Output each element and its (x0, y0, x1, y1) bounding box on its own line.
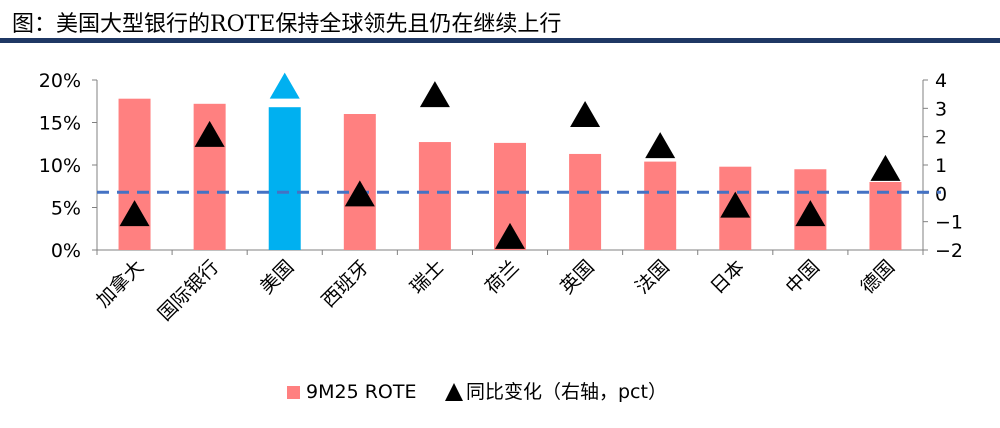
triangle-marker (720, 191, 751, 218)
title-rule (0, 38, 1000, 43)
left-tick-label: 20% (39, 70, 81, 92)
bar (644, 161, 677, 250)
triangle-marker (795, 200, 826, 227)
left-tick-label: 0% (51, 240, 81, 262)
bar (268, 107, 301, 250)
category-label: 美国 (256, 256, 298, 298)
bar (569, 153, 602, 250)
triangle-marker (419, 81, 450, 108)
bar (118, 98, 151, 250)
right-tick-label: −2 (935, 240, 963, 262)
category-label: 日本 (706, 256, 748, 298)
triangle-marker (194, 120, 225, 147)
triangle-marker (269, 72, 300, 99)
bar (418, 142, 451, 250)
category-label: 西班牙 (317, 256, 373, 312)
triangle-marker (870, 154, 901, 181)
category-label: 加拿大 (92, 255, 149, 312)
right-tick-label: −1 (935, 212, 963, 234)
triangle-marker (645, 132, 676, 159)
category-label: 英国 (556, 256, 598, 298)
triangle-marker (119, 200, 150, 227)
legend-triangle-swatch (445, 383, 463, 401)
category-label: 法国 (631, 256, 673, 298)
legend-bar-swatch (287, 386, 300, 399)
right-tick-label: 4 (935, 70, 947, 92)
legend-bar-label: 9M25 ROTE (306, 381, 416, 403)
category-label: 德国 (857, 256, 899, 298)
right-tick-label: 1 (935, 155, 947, 177)
chart-title: 图：美国大型银行的ROTE保持全球领先且仍在继续上行 (12, 12, 562, 37)
category-label: 瑞士 (406, 256, 448, 298)
left-tick-label: 10% (39, 155, 81, 177)
triangle-marker (570, 101, 601, 127)
triangle-marker (344, 180, 375, 207)
triangle-marker (495, 222, 525, 249)
legend-triangle-label: 同比变化（右轴，pct） (466, 381, 667, 403)
right-tick-label: 3 (935, 98, 947, 120)
category-label: 国际银行 (154, 256, 223, 325)
category-label: 中国 (781, 256, 823, 298)
left-tick-label: 5% (51, 198, 81, 220)
right-tick-label: 2 (935, 127, 947, 149)
category-label: 荷兰 (481, 256, 523, 298)
left-tick-label: 15% (39, 113, 81, 135)
right-tick-label: 0 (935, 183, 947, 205)
